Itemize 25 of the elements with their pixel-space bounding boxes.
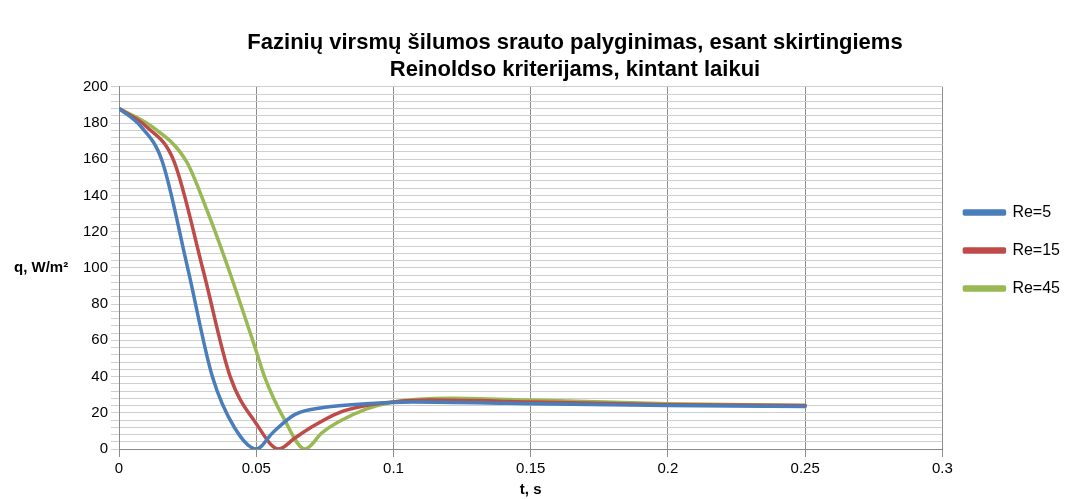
x-axis-title: t, s	[519, 480, 542, 498]
y-tick-label: 100	[83, 258, 109, 276]
y-tick-label: 160	[83, 149, 109, 167]
x-tick-label: 0	[114, 459, 124, 477]
legend-label: Re=5	[1012, 202, 1052, 220]
y-tick-label: 200	[83, 76, 109, 94]
legend-label: Re=45	[1012, 278, 1061, 296]
chart-title: Fazinių virsmų šilumos srauto palyginimas, esant skirtingiems Reinoldso kriterijams, kintant laikui	[247, 29, 903, 81]
legend-label: Re=15	[1012, 240, 1061, 258]
y-tick-label: 0	[99, 439, 109, 457]
x-tick-label: 0.15	[516, 459, 546, 477]
x-tick-label: 0.3	[931, 459, 953, 477]
y-axis-title: q, W/m²	[14, 258, 69, 276]
x-tick-label: 0.05	[241, 459, 271, 477]
y-tick-label: 60	[91, 330, 109, 348]
x-tick-label: 0.1	[383, 459, 404, 477]
y-tick-label: 120	[83, 221, 109, 239]
line-series	[119, 106, 807, 449]
y-tick-label: 20	[91, 402, 109, 420]
y-tick-label: 180	[83, 113, 109, 131]
y-tick-label: 140	[83, 185, 109, 203]
y-tick-label: 80	[91, 294, 109, 312]
x-tick-label: 0.2	[657, 459, 679, 477]
x-tick-label: 0.25	[790, 459, 820, 477]
y-tick-label: 40	[91, 366, 109, 384]
